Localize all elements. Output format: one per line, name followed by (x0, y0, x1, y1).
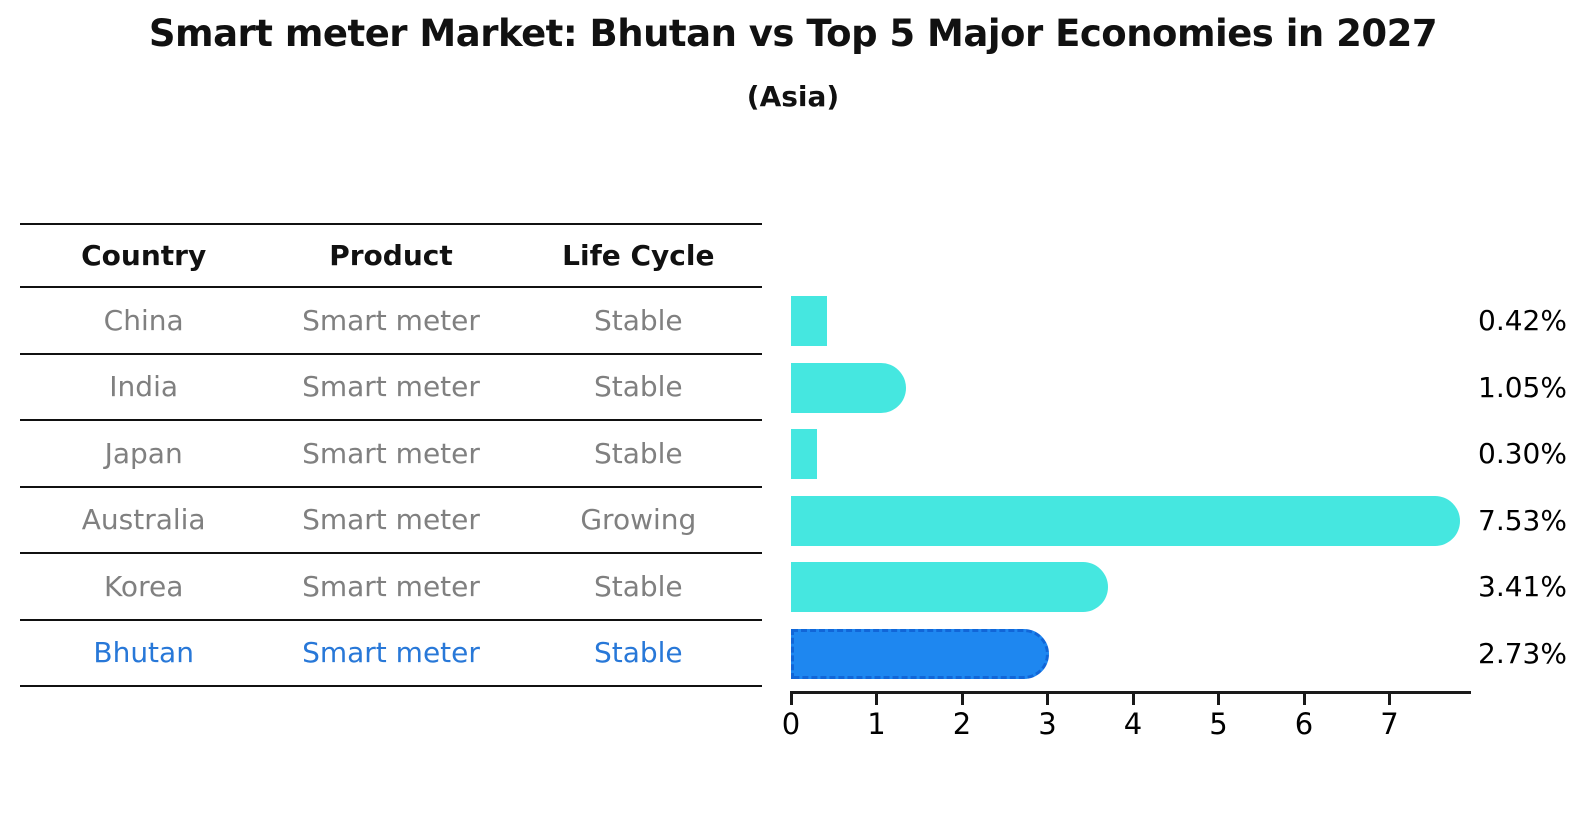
value-label-india: 1.05% (1478, 371, 1567, 404)
cell-life-cycle: Stable (593, 303, 683, 337)
bar-india (791, 363, 906, 413)
x-axis-tick-label: 5 (1209, 707, 1228, 741)
table-header-row: Country Product Life Cycle (20, 223, 762, 288)
x-axis-tick (875, 692, 878, 705)
cell-country: Japan (104, 436, 183, 470)
cell-product: Smart meter (302, 436, 480, 470)
value-label-china: 0.42% (1478, 304, 1567, 337)
x-axis-tick (789, 692, 793, 705)
x-axis-tick (1302, 692, 1306, 705)
value-label-bhutan: 2.73% (1478, 637, 1567, 670)
cell-product: Smart meter (302, 303, 480, 337)
x-axis-tick (1388, 692, 1391, 705)
x-axis-tick (1217, 692, 1220, 705)
column-header-country: Country (81, 239, 207, 272)
x-axis-tick (1131, 692, 1135, 705)
x-axis-tick-label: 3 (1038, 707, 1057, 741)
table-row-korea: Korea Smart meter Stable (20, 554, 762, 621)
bar-bhutan (791, 629, 1050, 679)
value-label-japan: 0.30% (1478, 437, 1567, 470)
cell-country: Bhutan (93, 636, 194, 670)
cell-product: Smart meter (302, 569, 480, 603)
x-axis-tick-label: 4 (1123, 707, 1143, 741)
table-row-australia: Australia Smart meter Growing (20, 488, 762, 554)
x-axis-tick (1046, 692, 1049, 705)
chart-title: Smart meter Market: Bhutan vs Top 5 Majo… (148, 12, 1438, 55)
country-table: Country Product Life Cycle China Smart m… (20, 223, 762, 687)
cell-life-cycle: Growing (580, 503, 697, 537)
x-axis-tick-label: 0 (781, 707, 801, 741)
cell-country: China (103, 303, 184, 337)
cell-product: Smart meter (302, 636, 480, 670)
bar-korea (791, 562, 1108, 612)
x-axis-tick-label: 2 (952, 707, 972, 741)
cell-life-cycle: Stable (593, 636, 683, 670)
value-label-australia: 7.53% (1478, 504, 1567, 537)
cell-life-cycle: Stable (593, 569, 683, 603)
bar-china (791, 296, 827, 346)
x-axis-tick-label: 6 (1294, 707, 1314, 741)
bar-japan (791, 429, 817, 479)
cell-product: Smart meter (302, 370, 480, 404)
cell-country: India (109, 370, 179, 404)
column-header-life-cycle: Life Cycle (562, 239, 715, 272)
x-axis-tick-label: 7 (1380, 707, 1399, 741)
cell-life-cycle: Stable (593, 436, 683, 470)
table-row-japan: Japan Smart meter Stable (20, 421, 762, 488)
table-row-china: China Smart meter Stable (20, 288, 762, 355)
cell-life-cycle: Stable (593, 370, 683, 404)
cell-country: Australia (81, 503, 206, 537)
x-axis-line (790, 691, 1471, 694)
table-row-bhutan: Bhutan Smart meter Stable (20, 621, 762, 687)
value-label-korea: 3.41% (1478, 570, 1567, 603)
cell-country: Korea (103, 569, 184, 603)
column-header-product: Product (329, 239, 453, 272)
x-axis-tick-label: 1 (867, 707, 886, 741)
table-row-india: India Smart meter Stable (20, 355, 762, 421)
chart-subtitle: (Asia) (746, 80, 840, 113)
cell-product: Smart meter (302, 503, 480, 537)
x-axis-tick (960, 692, 964, 705)
bar-australia (791, 496, 1460, 546)
